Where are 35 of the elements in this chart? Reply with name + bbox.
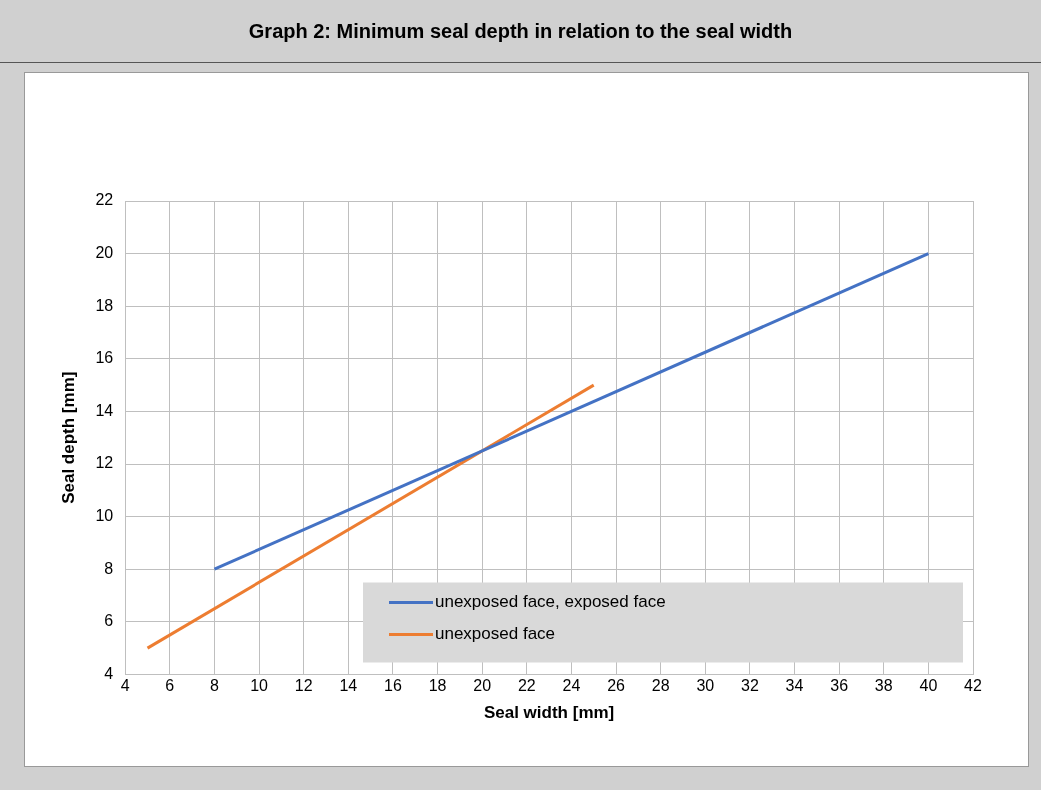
x-tick-label: 26: [607, 677, 626, 695]
x-tick-label: 8: [209, 677, 219, 695]
legend-label: unexposed face: [435, 624, 556, 644]
x-tick-label: 18: [428, 677, 447, 695]
x-tick-label: 38: [874, 677, 893, 695]
x-tick-label: 36: [830, 677, 849, 695]
x-tick-label: 40: [919, 677, 938, 695]
x-tick-label: 22: [517, 677, 536, 695]
x-tick-label: 14: [339, 677, 358, 695]
x-tick-label: 6: [165, 677, 175, 695]
y-tick-label: 20: [95, 244, 114, 262]
y-tick-label: 22: [95, 191, 114, 209]
x-tick-label: 4: [120, 677, 130, 695]
y-tick-label: 6: [104, 612, 114, 630]
y-tick-label: 18: [95, 296, 114, 314]
legend-label: unexposed face, exposed face: [435, 592, 666, 612]
y-tick-label: 14: [95, 401, 114, 419]
y-tick-label: 4: [104, 664, 114, 682]
x-axis-title: Seal width [mm]: [483, 703, 615, 723]
x-tick-label: 20: [473, 677, 492, 695]
y-tick-label: 10: [95, 507, 114, 525]
y-tick-label: 16: [95, 349, 114, 367]
x-tick-label: 16: [384, 677, 402, 695]
x-tick-label: 30: [696, 677, 715, 695]
x-tick-label: 24: [562, 677, 581, 695]
x-tick-label: 34: [785, 677, 804, 695]
x-tick-label: 10: [250, 677, 269, 695]
x-tick-label: 12: [294, 677, 313, 695]
y-tick-label: 12: [95, 454, 114, 472]
y-axis-title: Seal depth [mm]: [58, 371, 78, 504]
chart-title: Graph 2: Minimum seal depth in relation to the seal width: [0, 0, 1041, 63]
x-tick-label: 42: [964, 677, 982, 695]
x-tick-label: 32: [741, 677, 759, 695]
y-tick-label: 8: [104, 559, 114, 577]
x-tick-label: 28: [651, 677, 670, 695]
